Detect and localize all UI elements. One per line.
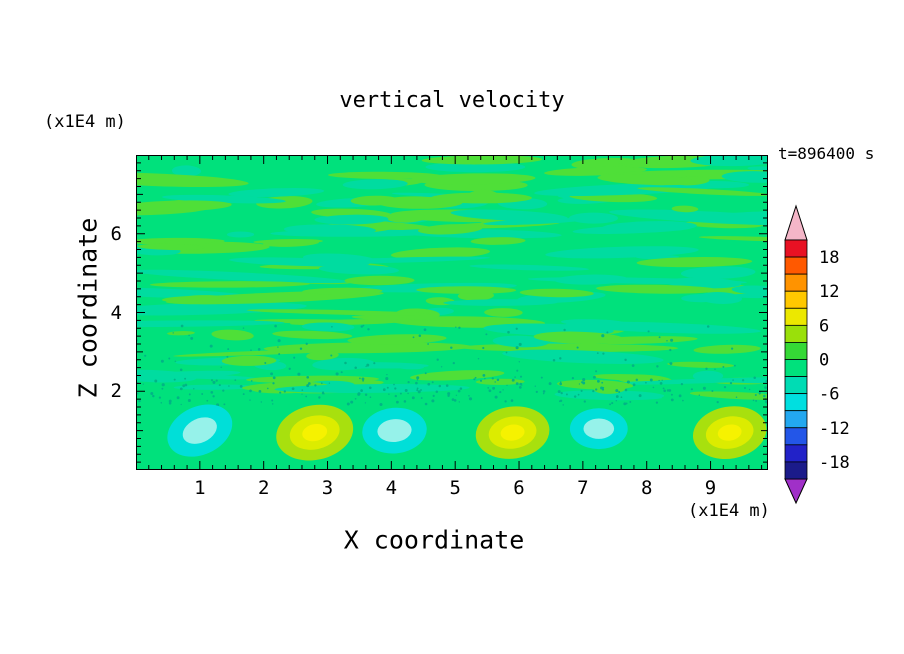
x-axis-unit-label: (x1E4 m) — [688, 501, 770, 521]
y-tick-labels: 2 4 6 — [90, 0, 122, 654]
colorbar-tick-label: 0 — [819, 351, 829, 371]
colorbar-band — [784, 376, 808, 395]
colorbar-band — [784, 393, 808, 412]
colorbar-band — [784, 359, 808, 377]
plot-frame — [136, 155, 768, 470]
y-tick-label: 6 — [110, 222, 122, 245]
x-tick-label: 5 — [449, 477, 461, 499]
x-tick-label: 3 — [321, 477, 334, 499]
x-tick-labels: 1 2 3 4 5 6 7 8 9 — [0, 477, 904, 503]
x-axis-title: X coordinate — [343, 525, 525, 555]
colorbar-band — [784, 342, 808, 360]
colorbar-band — [784, 307, 808, 326]
colorbar: 18 12 6 0 -6 -12 -18 — [784, 204, 850, 505]
downdraft-cell — [569, 408, 628, 450]
updraft-cell — [692, 406, 767, 459]
speckle-contours — [137, 324, 767, 407]
x-tick-label: 2 — [257, 477, 270, 499]
axis-ticks — [137, 156, 767, 469]
y-tick-label: 4 — [110, 301, 122, 324]
x-tick-label: 9 — [704, 477, 717, 499]
colorbar-band — [784, 256, 808, 275]
field-texture-streaks — [137, 156, 767, 401]
updraft-cell — [276, 404, 354, 461]
downdraft-cell — [362, 407, 427, 454]
colorbar-tick-label: -18 — [819, 453, 850, 473]
colorbar-under-arrow — [784, 478, 808, 505]
colorbar-band — [784, 427, 808, 446]
downdraft-cell — [167, 404, 233, 457]
colorbar-band — [784, 410, 808, 429]
chart-title: vertical velocity — [339, 88, 565, 113]
colorbar-tick-label: -12 — [819, 419, 850, 439]
colorbar-band — [784, 324, 808, 343]
colorbar-band — [784, 273, 808, 292]
x-tick-label: 1 — [194, 477, 206, 499]
colorbar-band — [784, 461, 808, 480]
colorbar-band — [784, 290, 808, 309]
colorbar-tick-label: -6 — [819, 385, 839, 405]
x-tick-label: 4 — [385, 477, 398, 499]
colorbar-tick-label: 6 — [819, 316, 829, 336]
colorbar-tick-label: 18 — [819, 248, 839, 268]
contour-plot — [136, 155, 768, 470]
y-axis-unit-label: (x1E4 m) — [44, 112, 126, 132]
contour-field — [137, 156, 767, 469]
colorbar-tick-label: 12 — [819, 282, 839, 302]
colorbar-over-arrow — [784, 204, 808, 241]
updraft-cell — [475, 406, 550, 459]
colorbar-band — [784, 239, 808, 258]
y-tick-label: 2 — [110, 380, 122, 403]
x-tick-label: 6 — [513, 477, 525, 499]
x-tick-label: 7 — [577, 477, 589, 499]
time-annotation: t=896400 s — [778, 144, 875, 163]
x-tick-label: 8 — [640, 477, 653, 499]
colorbar-band — [784, 444, 808, 463]
